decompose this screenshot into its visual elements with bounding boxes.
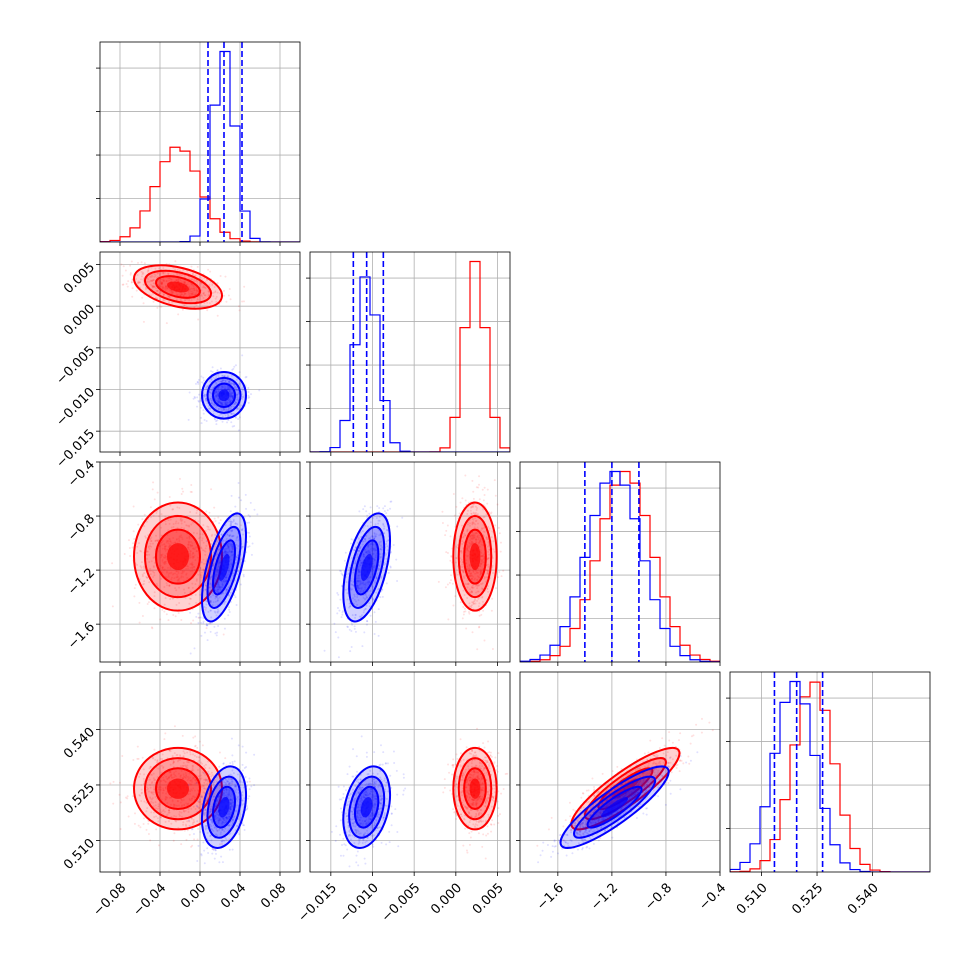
x-tick-label: 0.005 xyxy=(470,881,507,918)
y-tick-label: −0.005 xyxy=(53,343,98,388)
y-tick-label: 0.000 xyxy=(61,302,98,339)
contour-line xyxy=(342,512,391,623)
contour-line xyxy=(452,501,498,612)
histogram-blue xyxy=(520,470,720,662)
x-tick-label: −1.2 xyxy=(588,881,621,914)
panel-frame xyxy=(519,671,721,873)
contour-line xyxy=(201,371,247,420)
density-level xyxy=(218,796,230,818)
histogram-blue xyxy=(310,276,510,452)
density-level xyxy=(469,778,481,799)
contour-line xyxy=(570,746,681,831)
contour-line xyxy=(132,264,223,310)
x-tick-label: −0.08 xyxy=(90,881,129,920)
y-tick-label: 0.525 xyxy=(61,780,98,817)
contour-line xyxy=(463,767,487,811)
hist-panel-1 xyxy=(310,252,510,452)
contour-line xyxy=(206,376,242,414)
density-level xyxy=(167,543,189,571)
density-level xyxy=(167,778,189,799)
x-tick-label: −0.005 xyxy=(379,881,424,926)
x-tick-label: −0.015 xyxy=(295,881,340,926)
density-level xyxy=(469,543,481,571)
contour-line xyxy=(200,512,247,623)
x-tick-label: 0.00 xyxy=(178,881,209,912)
x-tick-label: −1.6 xyxy=(534,881,567,914)
hist-panel-0 xyxy=(100,42,300,242)
panel-frame xyxy=(309,251,511,453)
contour-line xyxy=(133,501,223,612)
contour-line xyxy=(201,765,248,849)
y-tick-label: −0.010 xyxy=(53,385,98,430)
sample-points xyxy=(111,477,243,636)
contour-line xyxy=(212,382,236,409)
x-tick-label: −0.04 xyxy=(130,881,169,920)
contour-line xyxy=(144,515,212,599)
y-tick-label: −0.8 xyxy=(65,511,98,544)
hist-panel-2 xyxy=(520,462,720,662)
x-tick-label: 0.540 xyxy=(845,881,882,918)
contour-line xyxy=(348,525,386,609)
x-tick-label: 0.525 xyxy=(789,881,826,918)
density-level xyxy=(360,553,373,581)
scatter-panel-2-1 xyxy=(310,462,510,662)
contour-line xyxy=(457,757,493,821)
scatter-panel-2-0 xyxy=(100,462,300,662)
y-tick-label: 0.540 xyxy=(61,725,98,762)
x-tick-label: −0.8 xyxy=(642,881,675,914)
contour-line xyxy=(342,765,391,849)
panel-frame xyxy=(729,671,931,873)
scatter-panel-1-0 xyxy=(100,252,300,452)
density-level xyxy=(218,553,230,581)
contour-line xyxy=(155,275,202,299)
contour-line xyxy=(212,539,237,596)
scatter-panel-3-0 xyxy=(100,672,300,872)
panel-frame xyxy=(519,461,721,663)
contour-line xyxy=(463,528,487,585)
scatter-panel-3-2 xyxy=(520,672,720,872)
density-level xyxy=(218,389,230,402)
density-level xyxy=(601,796,629,818)
hist-panel-3 xyxy=(730,672,930,872)
contour-line xyxy=(155,528,201,585)
panel-frame xyxy=(309,671,511,873)
contour-line xyxy=(583,757,667,821)
contour-line xyxy=(206,775,242,839)
histogram-red xyxy=(520,470,720,662)
x-tick-label: 0.08 xyxy=(258,881,289,912)
contour-line xyxy=(457,515,493,599)
contour-line xyxy=(206,525,242,609)
panel-frame xyxy=(309,461,511,663)
contour-line xyxy=(144,757,212,821)
x-tick-label: −0.010 xyxy=(337,881,382,926)
x-tick-label: 0.000 xyxy=(428,881,465,918)
y-tick-label: −1.6 xyxy=(65,620,98,653)
contour-line xyxy=(559,765,670,849)
contour-line xyxy=(348,775,386,839)
scatter-panel-3-1 xyxy=(310,672,510,872)
x-tick-label: 0.04 xyxy=(218,881,249,912)
density-level xyxy=(167,281,190,293)
y-tick-label: −1.2 xyxy=(65,566,98,599)
contour-line xyxy=(586,785,643,829)
contour-line xyxy=(143,269,212,305)
contour-line xyxy=(155,767,201,811)
contour-line xyxy=(212,785,237,829)
contour-line xyxy=(597,767,654,811)
contour-line xyxy=(573,775,657,839)
x-tick-label: 0.510 xyxy=(734,881,771,918)
contour-line xyxy=(353,539,380,596)
x-tick-label: −0.4 xyxy=(696,881,729,914)
contour-line xyxy=(353,785,380,829)
contour-line xyxy=(452,746,498,831)
y-tick-label: 0.005 xyxy=(61,260,98,297)
density-level xyxy=(360,797,373,818)
y-tick-label: 0.510 xyxy=(61,836,98,873)
